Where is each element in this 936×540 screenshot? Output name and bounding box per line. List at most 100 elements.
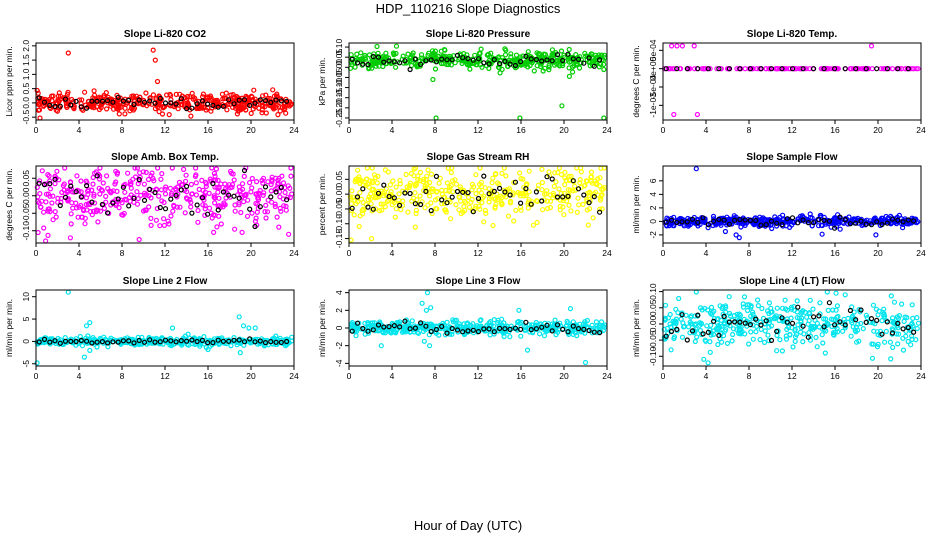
data-point (282, 189, 288, 196)
data-point (209, 165, 215, 171)
outlier-point (430, 76, 436, 83)
data-point (276, 224, 282, 230)
reference-point (141, 99, 148, 105)
data-point (837, 226, 843, 232)
y-tick-label: 5 (21, 316, 31, 321)
reference-point (747, 66, 754, 72)
data-point (761, 339, 768, 345)
data-point (96, 185, 102, 191)
x-tick-label: 12 (787, 125, 797, 135)
x-tick-label: 0 (347, 371, 352, 381)
data-point (142, 190, 148, 196)
data-point (522, 60, 529, 66)
data-point (276, 103, 282, 109)
panel-title: Slope Line 4 (LT) Flow (739, 276, 845, 287)
data-point (80, 208, 87, 214)
reference-point (549, 58, 555, 64)
x-tick-label: 24 (916, 125, 926, 135)
data-point (166, 221, 172, 227)
reference-point (481, 173, 487, 179)
reference-point (199, 98, 205, 104)
data-point (156, 102, 162, 108)
data-point (502, 52, 509, 58)
data-point (54, 168, 60, 174)
data-point (358, 50, 364, 56)
outlier-point (65, 289, 71, 295)
data-point (37, 115, 43, 121)
reference-point (152, 100, 158, 106)
y-tick-label: -2 (334, 342, 344, 350)
outlier-point (236, 314, 242, 320)
data-point (407, 57, 413, 64)
y-tick-label: -0.25 (334, 108, 344, 128)
outlier-point (150, 47, 156, 53)
y-tick-label: 2 (648, 205, 658, 210)
data-point (40, 209, 47, 215)
reference-point (110, 99, 116, 105)
reference-point (268, 99, 274, 106)
reference-point (454, 188, 461, 195)
data-point (78, 202, 84, 209)
data-point (192, 173, 198, 179)
data-point (913, 337, 919, 343)
data-point (590, 58, 597, 64)
data-point (159, 111, 166, 117)
data-point (566, 65, 572, 71)
outlier-point (601, 115, 607, 121)
reference-point (433, 173, 439, 179)
data-point (181, 166, 187, 172)
reference-point (273, 97, 279, 103)
data-point (539, 166, 545, 172)
outlier-point (237, 350, 243, 356)
reference-point (278, 184, 284, 191)
reference-point (231, 193, 237, 199)
data-point (672, 66, 678, 72)
data-point (726, 294, 732, 300)
outlier-point (427, 343, 433, 349)
data-point (216, 195, 222, 201)
x-tick-label: 12 (787, 248, 797, 258)
data-point (70, 205, 76, 211)
outlier-point (154, 78, 161, 85)
data-point (36, 107, 43, 113)
y-tick-label: -0.05 (21, 203, 31, 223)
data-point (526, 168, 532, 174)
reference-point (136, 97, 142, 103)
data-point (398, 207, 404, 213)
reference-point (136, 176, 142, 183)
data-point (910, 315, 916, 321)
x-tick-label: 16 (203, 248, 213, 258)
y-axis-label: degrees C per min. (631, 45, 641, 117)
outlier-point (705, 360, 711, 366)
x-tick-label: 12 (787, 371, 797, 381)
x-tick-label: 20 (559, 125, 569, 135)
data-point (742, 66, 748, 72)
reference-point (381, 59, 387, 65)
data-point (96, 94, 102, 100)
data-point (82, 221, 88, 227)
data-point (794, 309, 800, 315)
x-tick-label: 16 (203, 371, 213, 381)
data-point (556, 165, 563, 171)
y-tick-label: -1e-03 (648, 93, 658, 118)
data-point (734, 66, 740, 72)
data-point (52, 181, 58, 187)
y-tick-label: 0 (21, 339, 31, 344)
data-point (373, 60, 380, 66)
data-point (110, 188, 117, 194)
y-tick-label: -2 (648, 231, 658, 239)
plot-frame (662, 165, 922, 244)
data-point (203, 181, 209, 187)
y-tick-label: -0.05 (334, 67, 344, 87)
panel-title: Slope Amb. Box Temp. (111, 152, 219, 163)
y-tick-label: 5e-04 (648, 39, 658, 61)
data-point (798, 66, 804, 72)
reference-point (131, 195, 137, 201)
x-tick-label: 24 (602, 371, 612, 381)
reference-point (278, 98, 284, 104)
data-point (203, 183, 209, 189)
data-point (193, 180, 199, 186)
data-point (683, 312, 689, 318)
data-point (182, 210, 188, 216)
